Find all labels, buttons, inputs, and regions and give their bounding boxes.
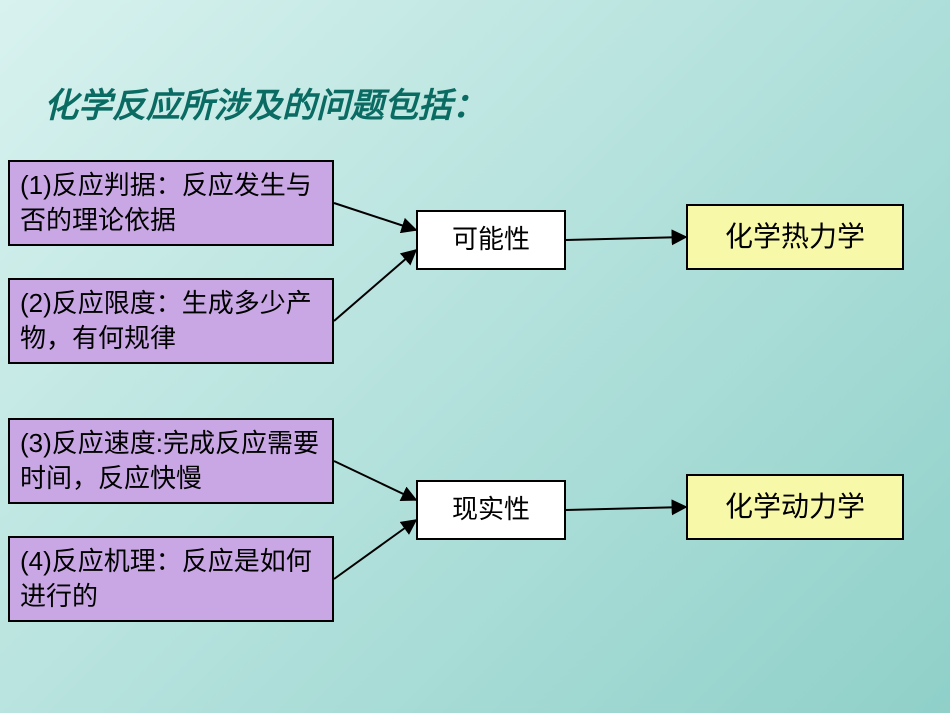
box-label: 现实性 bbox=[452, 492, 530, 527]
box-label: (2)反应限度：生成多少产物，有何规律 bbox=[20, 286, 322, 356]
page-title: 化学反应所涉及的问题包括： bbox=[44, 78, 486, 127]
box-label: 化学热力学 bbox=[725, 218, 865, 256]
box-label: 化学动力学 bbox=[725, 488, 865, 526]
diagram-box: (1)反应判据：反应发生与否的理论依据 bbox=[8, 160, 334, 246]
box-label: 可能性 bbox=[452, 222, 530, 257]
diagram-box: 化学动力学 bbox=[686, 474, 904, 540]
diagram-box: 可能性 bbox=[416, 210, 566, 270]
diagram-box: (2)反应限度：生成多少产物，有何规律 bbox=[8, 278, 334, 364]
diagram-box: (4)反应机理：反应是如何进行的 bbox=[8, 536, 334, 622]
diagram-box: 现实性 bbox=[416, 480, 566, 540]
diagram-box: 化学热力学 bbox=[686, 204, 904, 270]
box-label: (3)反应速度:完成反应需要时间，反应快慢 bbox=[20, 426, 322, 496]
box-label: (4)反应机理：反应是如何进行的 bbox=[20, 544, 322, 614]
diagram-box: (3)反应速度:完成反应需要时间，反应快慢 bbox=[8, 418, 334, 504]
box-label: (1)反应判据：反应发生与否的理论依据 bbox=[20, 168, 322, 238]
